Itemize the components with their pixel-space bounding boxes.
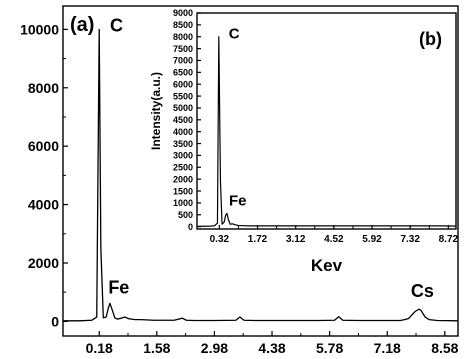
y-tick-label: 2000 — [173, 174, 193, 184]
x-tick-label: 3.12 — [286, 234, 306, 245]
plot-frame — [196, 12, 457, 230]
x-tick-label: 4.38 — [258, 340, 285, 356]
plot-area — [197, 13, 456, 229]
panel-label: (a) — [70, 14, 94, 36]
x-tick-label: 1.72 — [248, 234, 268, 245]
y-tick-label: 4500 — [173, 115, 193, 125]
y-tick-label: 4000 — [28, 197, 59, 213]
y-tick-label: 4000 — [173, 127, 193, 137]
y-tick-label: 1000 — [173, 198, 193, 208]
y-tick-label: 7000 — [173, 56, 193, 66]
y-tick-label: 3000 — [173, 151, 193, 161]
y-tick-label: 500 — [178, 210, 193, 220]
y-tick-label: 8500 — [173, 20, 193, 30]
y-tick-label: 5500 — [173, 91, 193, 101]
y-tick-label: 2500 — [173, 163, 193, 173]
peak-annotation-c: C — [110, 15, 123, 35]
series-line-0 — [196, 36, 457, 227]
y-tick-label: 2000 — [28, 255, 59, 271]
y-tick-label: 6000 — [173, 79, 193, 89]
x-tick-label: 4.52 — [324, 234, 344, 245]
x-tick-label: 7.32 — [400, 234, 420, 245]
y-tick-label: 1500 — [173, 186, 193, 196]
x-tick-label: 8.72 — [439, 234, 459, 245]
y-tick-label: 8000 — [28, 80, 59, 96]
y-tick-label: 3500 — [173, 139, 193, 149]
y-tick-label: 9000 — [173, 8, 193, 18]
x-tick-label: 7.18 — [374, 340, 401, 356]
peak-annotation-fe: Fe — [108, 277, 129, 297]
x-tick-label: 5.78 — [316, 340, 343, 356]
x-tick-label: 5.92 — [362, 234, 382, 245]
x-tick-label: 8.58 — [431, 340, 458, 356]
series-line-0 — [63, 28, 459, 322]
x-tick-label: 0.32 — [210, 234, 230, 245]
x-tick-label: 2.98 — [201, 340, 228, 356]
x-tick-label: 0.18 — [86, 340, 113, 356]
y-tick-label: 10000 — [20, 21, 59, 37]
y-tick-label: 0 — [188, 222, 193, 232]
peak-annotation-cs: Cs — [411, 281, 434, 301]
y-tick-label: 6500 — [173, 68, 193, 78]
y-tick-label: 5000 — [173, 103, 193, 113]
peak-annotation-c: C — [229, 26, 240, 43]
y-tick-label: 6000 — [28, 138, 59, 154]
peak-annotation-fe: Fe — [229, 192, 247, 209]
x-axis-label: Kev — [311, 256, 343, 275]
y-tick-label: 7500 — [173, 44, 193, 54]
y-tick-label: 8000 — [173, 32, 193, 42]
x-tick-label: 1.58 — [143, 340, 170, 356]
y-axis-label: Intensity(a.u.) — [149, 72, 163, 150]
plot-frame — [62, 5, 459, 337]
y-tick-label: 0 — [51, 313, 59, 329]
panel-label: (b) — [419, 29, 442, 49]
